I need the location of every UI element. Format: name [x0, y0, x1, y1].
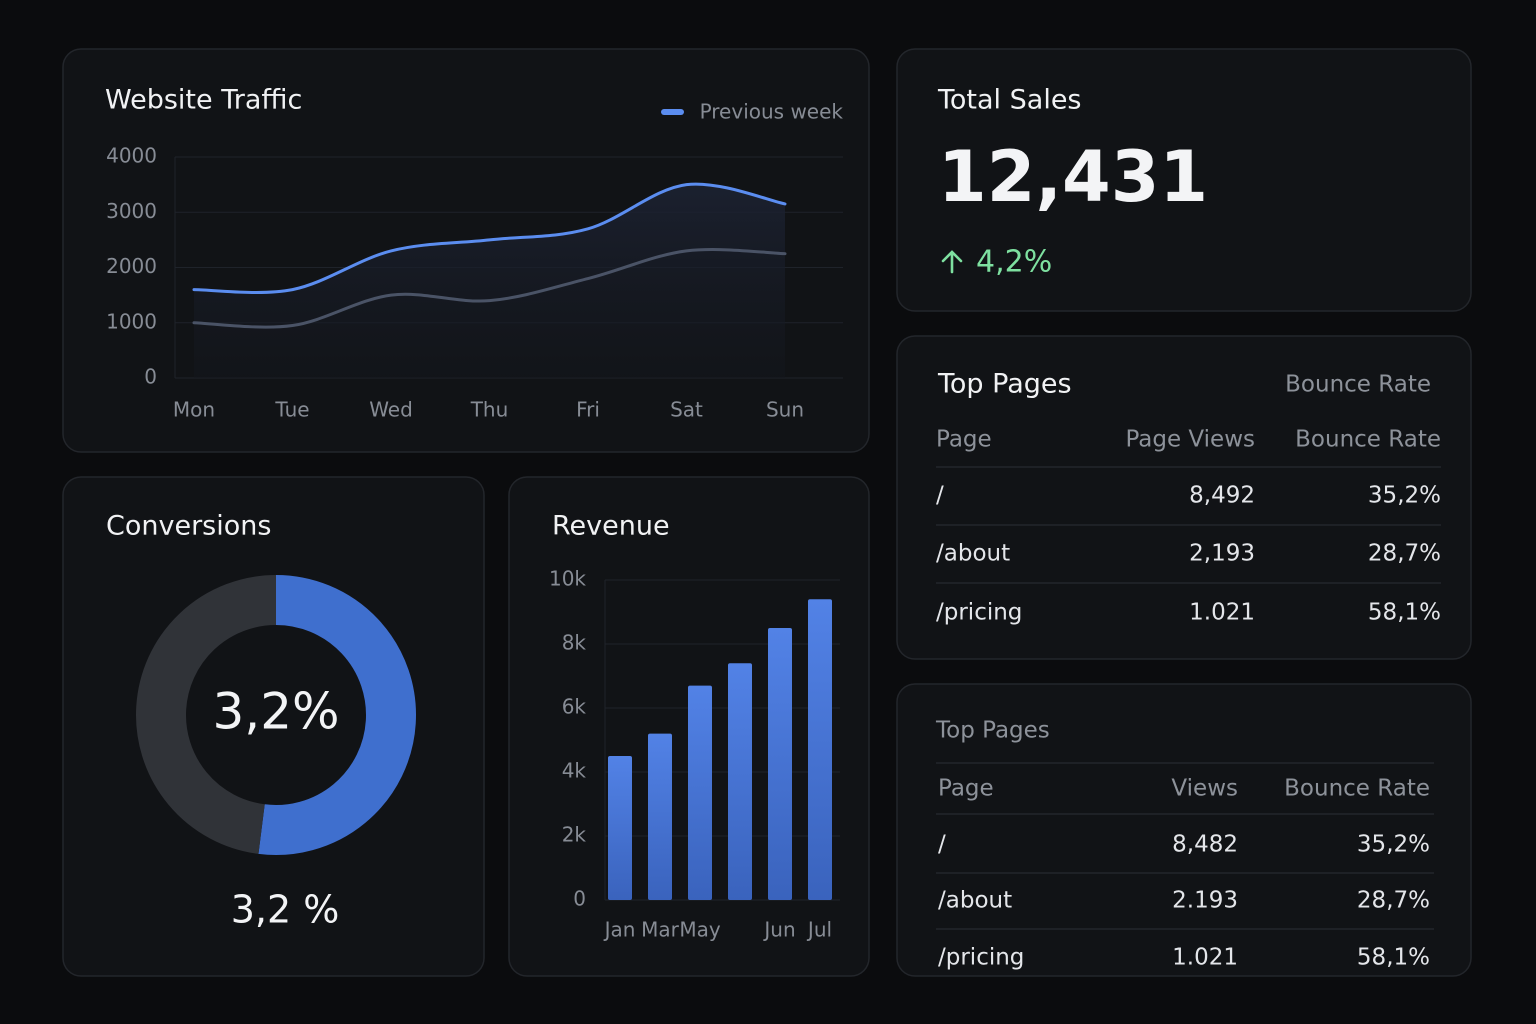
conversions-card [62, 476, 485, 977]
chart-title: Revenue [552, 511, 670, 542]
bar [688, 685, 712, 900]
x-tick-label: Tue [274, 398, 309, 422]
x-tick-label: Wed [369, 398, 413, 422]
table-cell: /about [938, 888, 1012, 914]
x-tick-label: Sat [670, 398, 703, 422]
bar [648, 733, 672, 900]
table-cell: 28,7% [1357, 888, 1430, 914]
table-cell: /pricing [936, 600, 1022, 626]
table-cell: 35,2% [1357, 832, 1430, 858]
sales-title: Total Sales [937, 85, 1082, 116]
y-tick-label: 10k [549, 567, 586, 591]
table-cell: /about [936, 541, 1010, 567]
y-tick-label: 3000 [106, 199, 157, 223]
y-tick-label: 1000 [106, 309, 157, 333]
chart-title: Website Traffic [105, 85, 302, 116]
legend-label: Previous week [700, 100, 844, 124]
column-header: Page [936, 427, 992, 453]
y-tick-label: 6k [562, 695, 587, 719]
donut-segment [258, 575, 416, 855]
bar [808, 599, 832, 900]
table-cell: 8,482 [1172, 832, 1238, 858]
top-pages-card [896, 683, 1472, 977]
y-tick-label: 4k [562, 759, 587, 783]
table-cell: /pricing [938, 945, 1024, 971]
line [192, 182, 787, 294]
table-cell: 2.193 [1172, 888, 1238, 914]
table-cell: 1.021 [1189, 600, 1255, 626]
sales-value: 12,431 [938, 136, 1208, 218]
table-cell: 58,1% [1357, 945, 1430, 971]
x-tick-label: May [679, 918, 721, 942]
column-header: Bounce Rate [1284, 776, 1430, 802]
table-cell: / [936, 483, 944, 509]
line [192, 248, 787, 329]
area [194, 184, 785, 378]
x-tick-label: Mon [173, 398, 215, 422]
table-cell: 35,2% [1368, 483, 1441, 509]
column-header: Views [1171, 776, 1238, 802]
x-tick-label: Jun [762, 918, 795, 942]
y-tick-label: 0 [573, 887, 586, 911]
x-tick-label: Thu [470, 398, 509, 422]
table-cell: 8,492 [1189, 483, 1255, 509]
x-tick-label: Fri [576, 398, 600, 422]
y-tick-label: 4000 [106, 144, 157, 168]
column-header: Page Views [1125, 427, 1255, 453]
donut-segment [136, 575, 277, 854]
x-tick-label: Jul [806, 918, 832, 942]
bar [768, 628, 792, 900]
table-cell: 58,1% [1368, 600, 1441, 626]
y-tick-label: 8k [562, 631, 587, 655]
sales-change: 4,2% [976, 245, 1052, 280]
table-cell: / [938, 832, 946, 858]
bar [728, 663, 752, 900]
table-cell: 28,7% [1368, 541, 1441, 567]
x-tick-label: Jan [603, 918, 636, 942]
sales-card [896, 48, 1472, 312]
donut-center-label: 3,2% [212, 683, 339, 741]
y-tick-label: 2000 [106, 254, 157, 278]
x-tick-label: Sun [766, 398, 804, 422]
up-arrow-icon [941, 250, 963, 274]
y-tick-label: 0 [144, 365, 157, 389]
table-cell: 2,193 [1189, 541, 1255, 567]
table-title: Top Pages [937, 369, 1072, 400]
table-cell: 1.021 [1172, 945, 1238, 971]
chart-title: Conversions [106, 511, 271, 542]
donut-footer-label: 3,2 % [231, 888, 340, 932]
y-tick-label: 2k [562, 823, 587, 847]
bar [608, 756, 632, 900]
x-tick-label: Mar [641, 918, 680, 942]
column-header: Bounce Rate [1295, 427, 1441, 453]
table-corner-label: Bounce Rate [1285, 372, 1431, 398]
column-header: Page [938, 776, 994, 802]
top-pages-card [896, 335, 1472, 660]
table-title: Top Pages [935, 718, 1050, 744]
